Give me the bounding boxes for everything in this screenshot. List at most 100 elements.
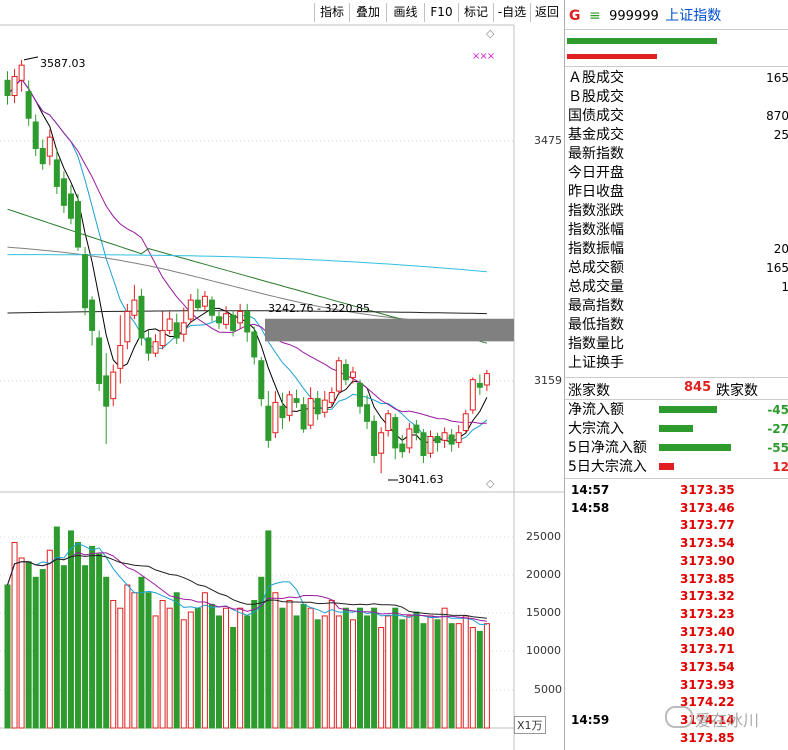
panel-label-5: 今日开盘 <box>568 165 624 181</box>
candle <box>476 374 483 395</box>
flow-divider <box>565 399 788 400</box>
vol-tick-25000: 25000 <box>526 530 561 543</box>
panel-label-7: 指数涨跌 <box>568 203 624 219</box>
tick-price: 3173.54 <box>680 660 735 674</box>
volume-bar <box>201 592 208 729</box>
g-icon[interactable]: G <box>569 8 581 24</box>
tick-row: 3173.85 <box>568 570 788 588</box>
candle <box>117 315 124 384</box>
menu-icon[interactable]: ≡ <box>588 8 601 24</box>
flow-label-2: 5日净流入额 <box>568 440 647 456</box>
volume-bar <box>427 615 434 729</box>
candle <box>39 139 46 170</box>
tick-row: 3173.71 <box>568 640 788 658</box>
volume-bar <box>110 599 117 729</box>
tick-price: 3174.14 <box>680 713 735 727</box>
volume-bar <box>173 592 180 729</box>
panel-label-2: 国债成交 <box>568 108 624 124</box>
high-price-label: 3587.03 <box>40 57 86 70</box>
toolbar-button-4[interactable]: 标记 <box>458 3 493 22</box>
panel-label-1: Ｂ股成交 <box>568 89 624 105</box>
toolbar-button-3[interactable]: F10 <box>424 3 458 22</box>
candle <box>180 307 187 342</box>
panel-value-10: 165 <box>766 261 788 275</box>
candle <box>483 369 490 392</box>
volume-bar <box>166 607 173 729</box>
gap-range-label: 3242.76 - 3220.85 <box>268 302 370 315</box>
tick-row: 3173.54 <box>568 658 788 676</box>
vol-tick-15000: 15000 <box>526 606 561 619</box>
candle <box>11 68 18 104</box>
flow-label-0: 净流入额 <box>568 402 624 418</box>
panel-header: G ≡ 999999 上证指数 <box>569 5 721 25</box>
volume-bar <box>265 530 272 729</box>
toolbar-button-1[interactable]: 叠加 <box>349 3 386 22</box>
volume-bar <box>152 615 159 729</box>
tick-row: 3173.54 <box>568 534 788 552</box>
tick-price: 3173.71 <box>680 642 735 656</box>
volume-bar <box>194 607 201 729</box>
tick-row: 3173.90 <box>568 552 788 570</box>
candle <box>258 356 265 407</box>
volume-bar <box>244 615 251 729</box>
volume-bar <box>286 599 293 729</box>
panel-label-3: 基金成交 <box>568 127 624 143</box>
toolbar-button-5[interactable]: -自选 <box>493 3 530 22</box>
candle <box>173 313 180 345</box>
tick-row: 3173.32 <box>568 587 788 605</box>
volume-bar <box>272 592 279 729</box>
quote-panel: G ≡ 999999 上证指数 Ａ股成交 165 Ｂ股成交 国债成交 870 基金成交 25… <box>564 0 788 750</box>
candle <box>60 171 67 213</box>
header-divider <box>565 29 788 30</box>
tick-price: 3174.22 <box>680 695 735 709</box>
candle <box>462 410 469 433</box>
candle <box>321 391 328 418</box>
volume-bar <box>293 615 300 729</box>
watermark: 爱在冰川 <box>695 711 760 730</box>
candle <box>124 303 131 350</box>
volume-bar <box>364 615 371 729</box>
candle <box>75 194 81 251</box>
diamond-icon[interactable]: ◇ <box>486 27 495 40</box>
updown-row: 涨家数 845 跌家数 <box>568 380 788 400</box>
volume-bar <box>455 623 462 729</box>
volume-bar <box>216 615 222 729</box>
down-label: 跌家数 <box>716 383 758 399</box>
volume-bar <box>469 627 476 729</box>
kline-chart[interactable] <box>0 0 564 750</box>
volume-bar <box>441 607 448 729</box>
toolbar-button-2[interactable]: 画线 <box>386 3 424 22</box>
tick-row: 3174.22 <box>568 693 788 711</box>
ma20-line <box>7 78 487 424</box>
candle <box>152 334 159 357</box>
flow-bar-1 <box>659 425 693 432</box>
price-tick-3159: 3159 <box>534 374 562 387</box>
candle <box>279 392 286 429</box>
candle <box>300 397 307 433</box>
toolbar-button-6[interactable]: 返回 <box>530 3 563 22</box>
flow-bar-3 <box>659 463 674 470</box>
tick-row: 14:57 3173.35 <box>568 481 788 499</box>
diamond-icon-bottom[interactable]: ◇ <box>486 477 495 490</box>
volume-bar <box>258 576 265 729</box>
candle <box>194 288 201 312</box>
volume-bar <box>476 630 483 729</box>
volume-bar <box>32 576 39 729</box>
flow-bar-2 <box>659 444 731 451</box>
flow-value-0: -45 <box>767 403 788 417</box>
toolbar-button-0[interactable]: 指标 <box>314 3 349 22</box>
ratio-bar-red <box>567 54 657 59</box>
candle <box>413 419 420 441</box>
candle <box>427 430 434 458</box>
volume-bar <box>385 615 392 729</box>
panel-label-15: 上证换手 <box>568 355 624 371</box>
candle <box>328 387 335 408</box>
candle <box>131 284 138 320</box>
ma5-line <box>7 78 488 444</box>
tick-time: 14:57 <box>571 483 610 497</box>
candle <box>399 435 406 458</box>
candle <box>307 387 314 429</box>
volume-bar <box>349 619 356 729</box>
candle <box>67 184 74 225</box>
tick-price: 3173.46 <box>680 501 735 515</box>
